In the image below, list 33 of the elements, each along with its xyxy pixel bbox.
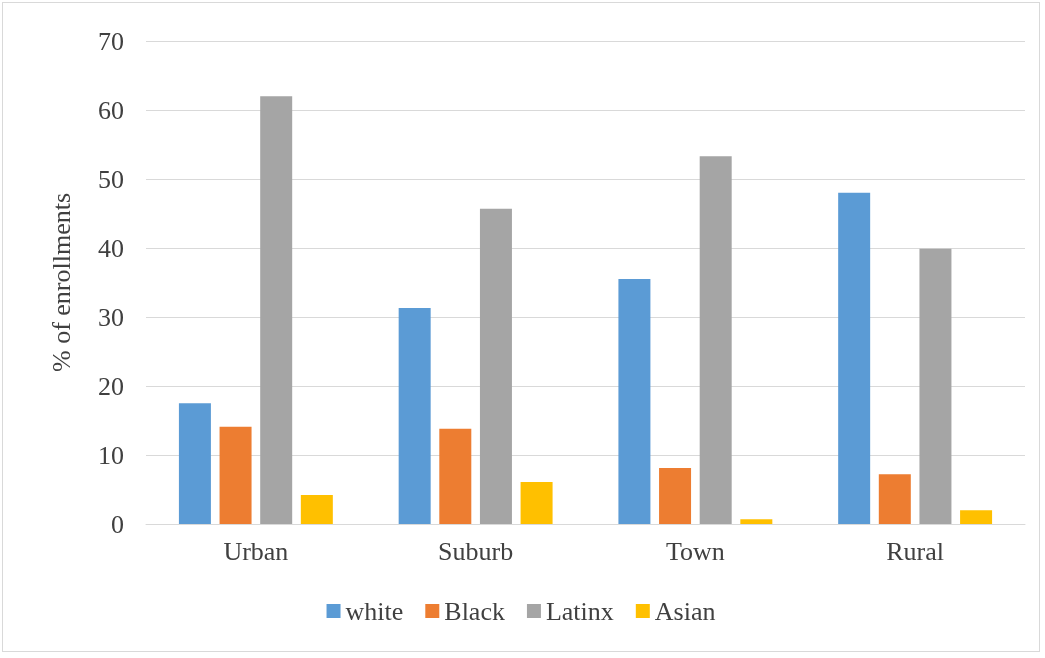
x-tick-label: Suburb bbox=[438, 536, 514, 566]
y-tick-label: 70 bbox=[98, 26, 124, 56]
legend-label: Black bbox=[444, 596, 505, 626]
y-tick-label: 20 bbox=[98, 371, 124, 401]
bar bbox=[300, 495, 333, 524]
bar bbox=[699, 156, 732, 524]
bar bbox=[479, 208, 512, 524]
y-tick-label: 40 bbox=[98, 233, 124, 263]
y-tick-label: 0 bbox=[111, 509, 124, 539]
legend-label: Latinx bbox=[545, 596, 614, 626]
x-tick-label: Town bbox=[665, 536, 725, 566]
bar bbox=[618, 279, 651, 524]
legend-label: white bbox=[345, 596, 404, 626]
y-tick-label: 60 bbox=[98, 95, 124, 125]
bar bbox=[398, 308, 431, 524]
y-tick-label: 30 bbox=[98, 302, 124, 332]
bar bbox=[919, 248, 952, 524]
bar bbox=[178, 403, 211, 524]
bar bbox=[960, 510, 993, 524]
y-tick-label: 50 bbox=[98, 164, 124, 194]
y-axis-title: % of enrollments bbox=[46, 192, 76, 373]
x-tick-label: Rural bbox=[886, 536, 945, 566]
bar bbox=[439, 428, 472, 524]
bar bbox=[219, 426, 252, 524]
bar bbox=[878, 474, 911, 524]
bar bbox=[740, 519, 773, 524]
y-tick-label: 10 bbox=[98, 440, 124, 470]
bar bbox=[520, 481, 553, 524]
bar bbox=[838, 192, 871, 524]
x-tick-label: Urban bbox=[223, 536, 289, 566]
legend-label: Asian bbox=[654, 596, 716, 626]
bar bbox=[260, 96, 293, 524]
bar bbox=[659, 468, 692, 524]
